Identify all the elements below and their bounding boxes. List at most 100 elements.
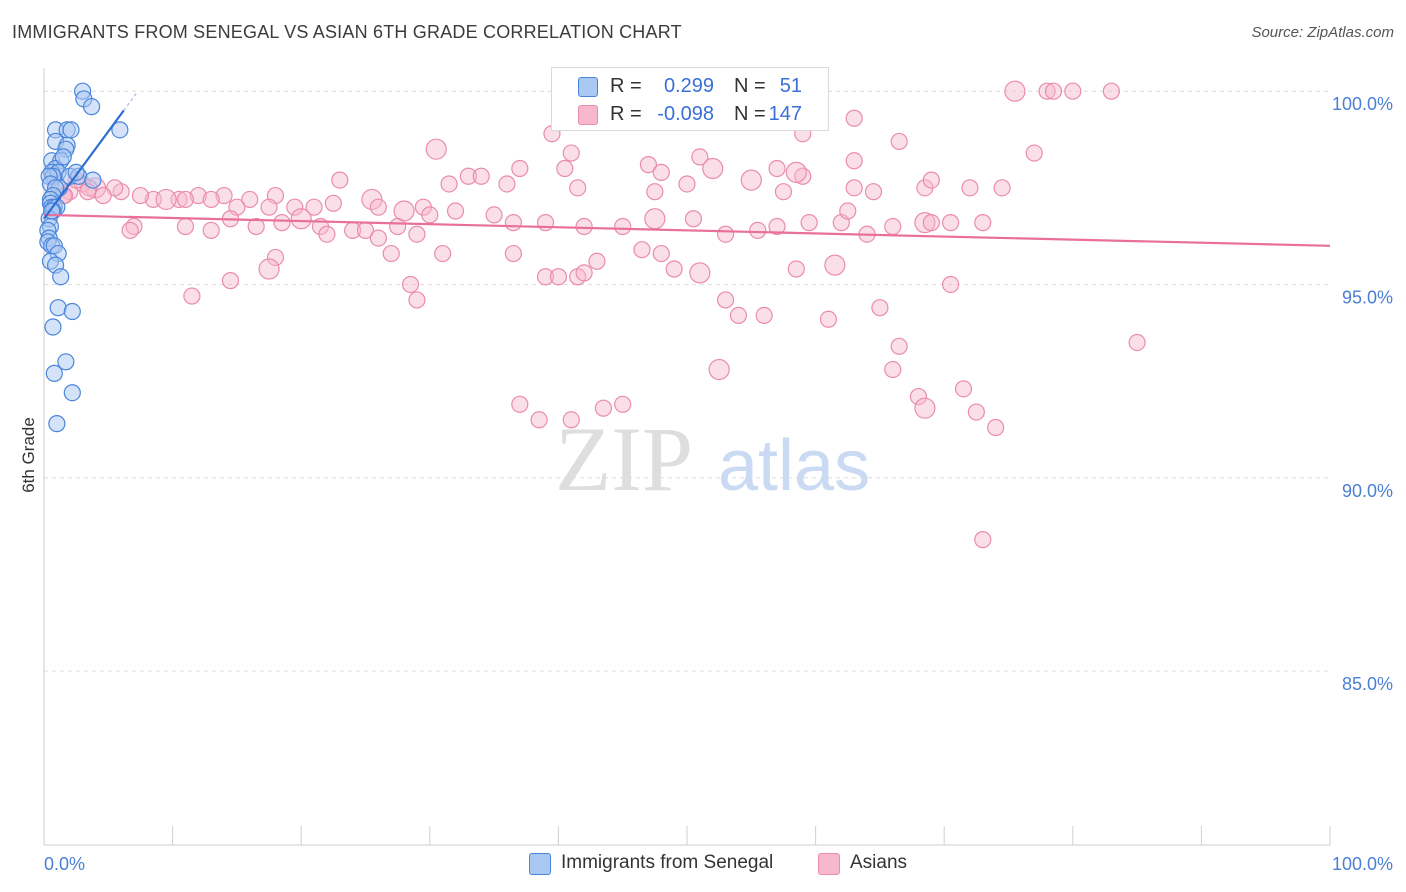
asians-point (575, 264, 593, 282)
asians-point (562, 411, 580, 429)
y-tick-label: 90.0% (1342, 481, 1393, 501)
asians-point (914, 212, 936, 234)
asians-point (974, 214, 992, 232)
legend-n-value: 147 (768, 103, 802, 125)
y-tick-label: 95.0% (1342, 287, 1393, 307)
senegal-points (39, 82, 129, 433)
asians-point (176, 217, 195, 236)
asians-point (504, 214, 522, 232)
asians-point (614, 395, 632, 413)
asians-point (922, 171, 940, 189)
asians-point (1025, 144, 1043, 162)
asians-point (94, 186, 112, 205)
asians-point (511, 395, 529, 413)
asians-point (890, 132, 908, 151)
asians-point (884, 217, 902, 236)
asians-point (729, 306, 748, 325)
asians-point (755, 306, 773, 325)
asians-point (824, 254, 846, 276)
asians-point (369, 229, 387, 247)
asians-point (646, 183, 664, 201)
asians-point (614, 217, 632, 236)
bottom-legend-label-senegal: Immigrants from Senegal (561, 852, 774, 873)
senegal-point (111, 121, 129, 139)
asians-point (241, 190, 259, 209)
asians-point (202, 221, 220, 239)
asians-point (702, 157, 724, 180)
asians-point (864, 183, 883, 201)
senegal-point (49, 299, 67, 317)
asians-point (331, 171, 349, 189)
senegal-point (54, 148, 72, 166)
y-tick-label: 100.0% (1332, 94, 1393, 114)
asians-point (575, 217, 593, 236)
legend-r-label: R = (610, 75, 642, 97)
watermark-atlas: atlas (718, 426, 870, 506)
bottom-legend-swatch-asians (818, 853, 840, 875)
asians-point (408, 225, 426, 243)
asians-point (890, 337, 908, 355)
asians-point (708, 358, 730, 381)
asians-point (871, 299, 889, 317)
asians-point (845, 152, 863, 170)
asians-trend-line (43, 213, 1331, 247)
senegal-point (63, 302, 81, 321)
asians-point (974, 531, 992, 549)
asians-point (421, 206, 439, 224)
legend-r-label: R = (610, 103, 642, 125)
asians-point (530, 411, 548, 429)
asians-point (922, 214, 940, 232)
trend-lines (43, 90, 1331, 247)
senegal-trend-extension (123, 90, 139, 111)
asians-point (967, 403, 985, 421)
asians-point (176, 190, 195, 209)
asians-point (183, 287, 201, 305)
asians-point (909, 387, 928, 406)
asians-point (425, 138, 447, 160)
bottom-legend-label-asians: Asians (850, 852, 908, 873)
asians-point (1102, 82, 1120, 100)
senegal-point (84, 171, 102, 189)
asians-point (286, 198, 304, 216)
asians-point (472, 167, 490, 185)
asians-point (652, 244, 670, 263)
asians-point (562, 144, 580, 162)
asians-point (942, 214, 960, 232)
asians-point (845, 179, 863, 197)
asians-point (446, 202, 465, 220)
asians-point (131, 186, 150, 205)
asians-point (716, 225, 735, 243)
asians-point (954, 380, 973, 398)
chart-title: IMMIGRANTS FROM SENEGAL VS ASIAN 6TH GRA… (12, 22, 682, 42)
asians-point (987, 418, 1005, 437)
asians-point (498, 175, 516, 193)
asians-point (594, 399, 613, 417)
y-tick-labels: 100.0% 95.0% 90.0% 85.0% (1332, 94, 1393, 694)
asians-point (549, 268, 568, 286)
asians-point (749, 221, 767, 239)
asians-point (644, 208, 666, 230)
asians-point (258, 258, 280, 280)
asians-point (633, 241, 651, 259)
asians-point (121, 221, 139, 239)
asians-point (382, 244, 400, 263)
legend-swatch-senegal (578, 77, 598, 97)
asians-point (434, 244, 452, 263)
asians-point (914, 397, 936, 419)
asians-point (221, 272, 240, 290)
legend-row-senegal: R = 0.299 N = 51 (552, 72, 828, 100)
asians-point (716, 291, 735, 309)
asians-point (440, 175, 458, 193)
asians-point (774, 183, 793, 201)
source-label: Source: ZipAtlas.com (1251, 24, 1394, 41)
watermark: ZIP atlas (555, 408, 870, 510)
senegal-point (52, 268, 70, 286)
asians-point (1064, 82, 1082, 100)
asians-point (942, 275, 960, 294)
asians-point (1044, 82, 1063, 100)
senegal-point (57, 353, 75, 371)
asians-point (768, 217, 786, 236)
asians-point (401, 275, 420, 294)
asians-point (993, 179, 1011, 197)
